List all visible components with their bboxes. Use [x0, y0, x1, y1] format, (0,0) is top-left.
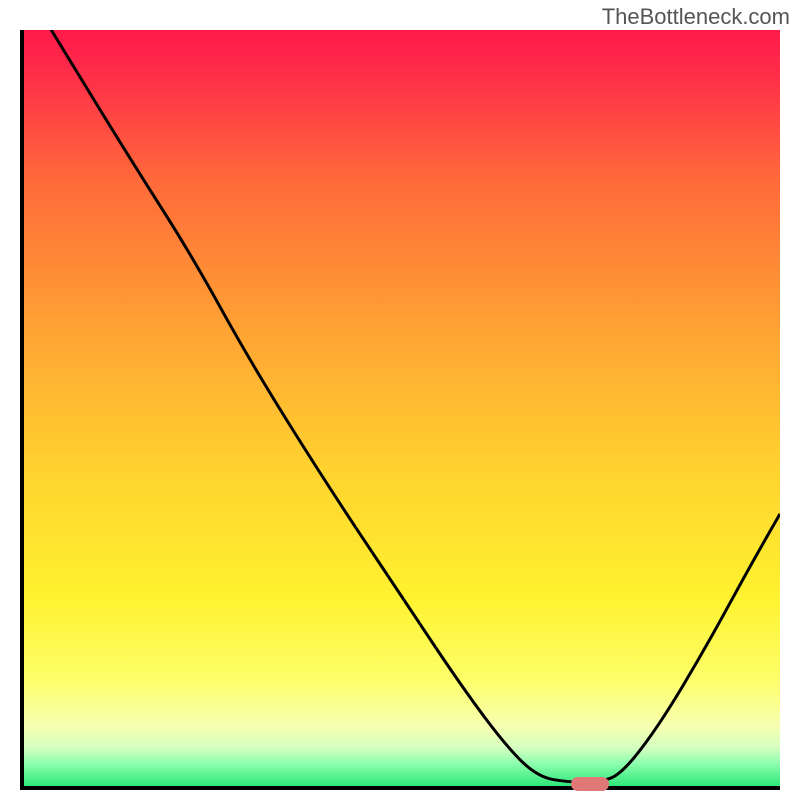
optimal-marker [571, 777, 609, 791]
watermark-text: TheBottleneck.com [602, 4, 790, 30]
bottleneck-chart [20, 30, 780, 790]
curve-layer [24, 30, 780, 786]
bottleneck-curve [47, 30, 780, 782]
